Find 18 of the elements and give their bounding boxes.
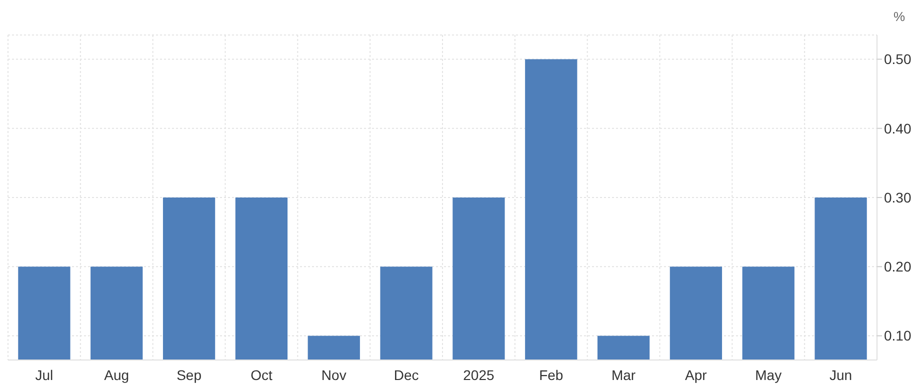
y-tick-label: 0.50 [884,51,912,68]
x-tick-label: Oct [250,367,272,383]
x-tick-label: Nov [321,367,346,383]
y-tick-label: 0.10 [884,328,912,344]
x-tick-label: May [755,367,782,383]
y-tick-label: 0.40 [884,120,912,136]
x-tick-label: Jul [35,367,54,383]
y-tick-label: 0.30 [884,189,912,206]
x-tick-label: Mar [611,367,636,383]
x-tick-label: 2025 [463,367,494,383]
x-tick-label: Feb [539,367,564,383]
x-tick-label: Dec [394,367,419,383]
x-tick-label: Aug [104,367,130,383]
y-tick-label: 0.20 [884,258,912,275]
y-axis-title: % [893,9,906,24]
x-tick-label: Apr [685,367,708,383]
x-tick-label: Jun [830,367,852,383]
x-tick-label: Sep [176,367,202,383]
